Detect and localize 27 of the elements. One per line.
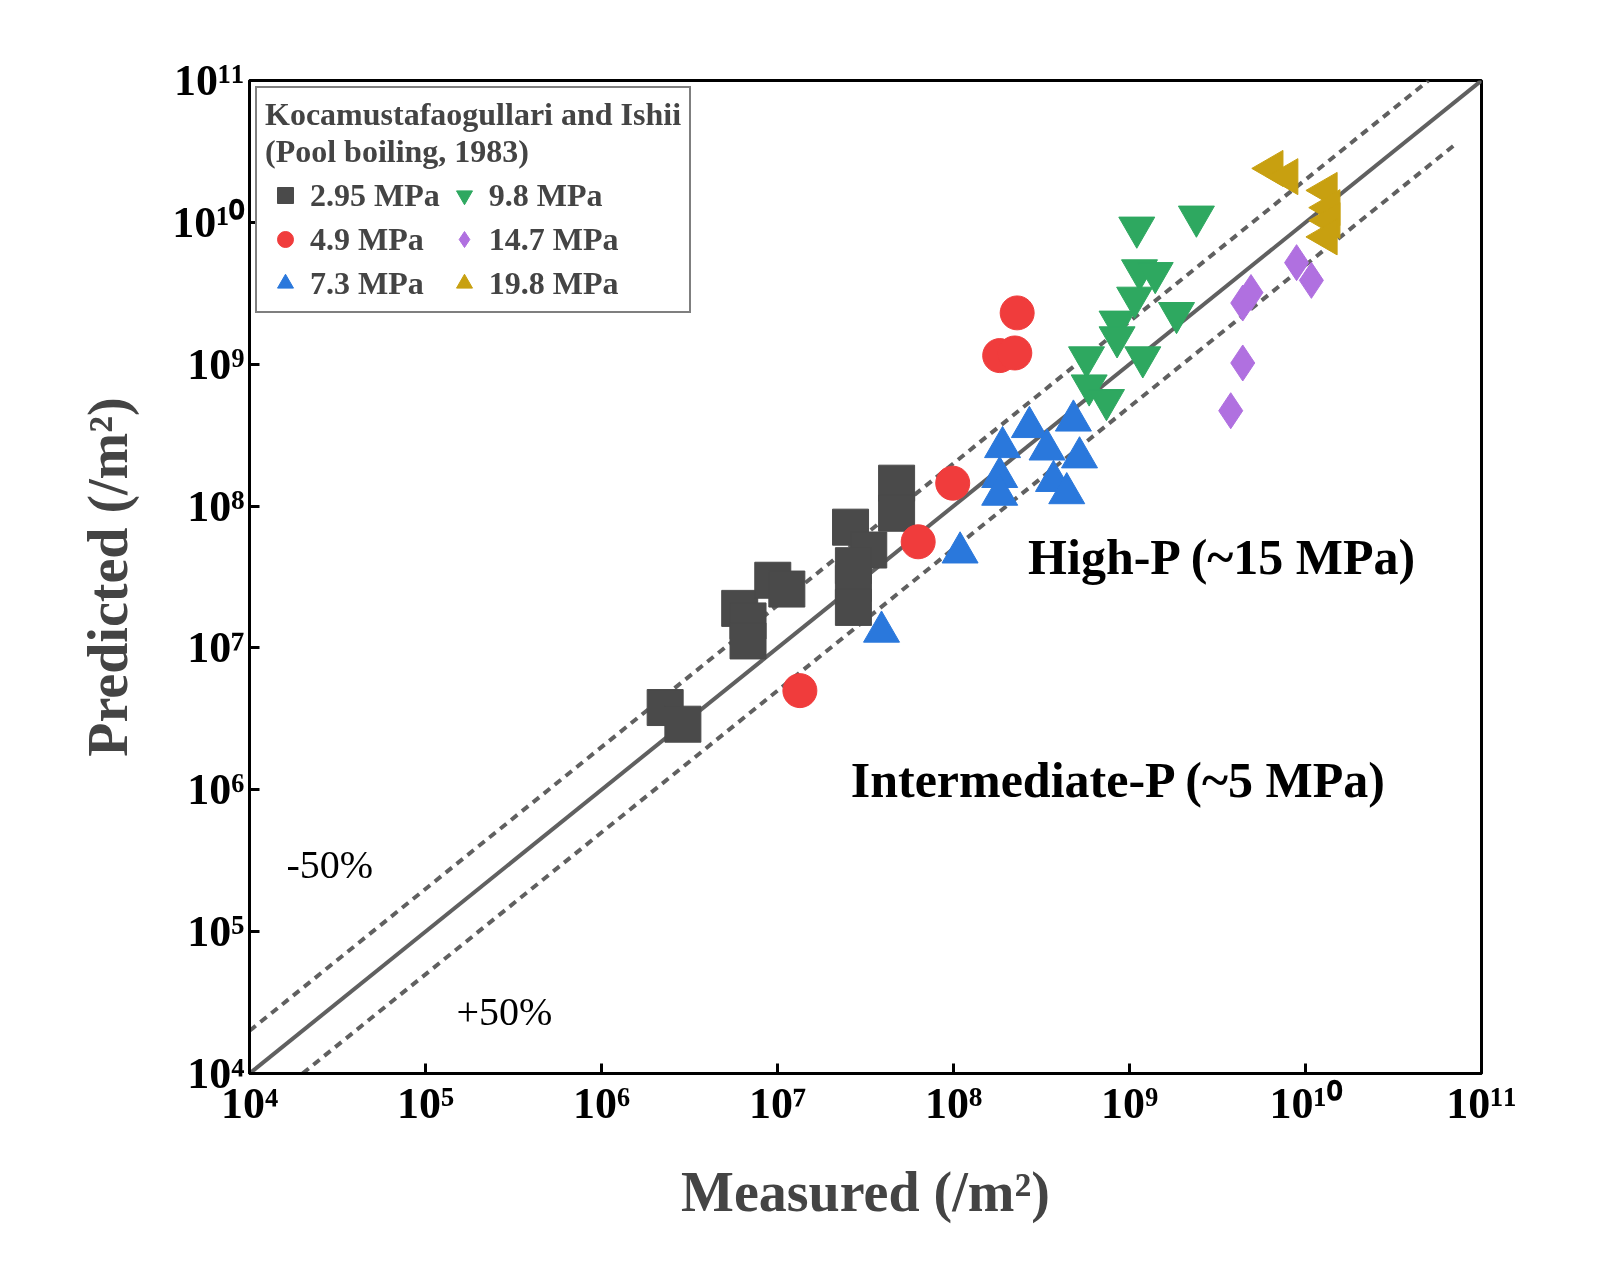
annotation: +50% bbox=[456, 989, 553, 1035]
x-tick-label: 10⁹ bbox=[1100, 1078, 1159, 1128]
x-axis-title: Measured (/m²) bbox=[681, 1160, 1050, 1224]
y-tick-label: 10⁸ bbox=[187, 481, 245, 531]
annotation: High-P (~15 MPa) bbox=[1028, 529, 1416, 586]
x-tick-label: 10¹¹ bbox=[1446, 1078, 1517, 1128]
annotation: Intermediate-P (~5 MPa) bbox=[850, 751, 1385, 808]
legend-label: 14.7 MPa bbox=[488, 219, 619, 259]
legend-label: 9.8 MPa bbox=[488, 175, 603, 215]
legend-label: 19.8 MPa bbox=[488, 263, 619, 303]
y-axis-title: Predicted (/m²) bbox=[77, 397, 141, 757]
y-tick-label: 10¹¹ bbox=[174, 56, 245, 105]
legend-label: 2.95 MPa bbox=[310, 175, 440, 215]
y-tick-label: 10¹⁰ bbox=[172, 197, 246, 247]
y-tick-label: 10⁵ bbox=[187, 907, 245, 957]
x-tick-label: 10⁶ bbox=[572, 1078, 631, 1128]
x-tick-label: 10⁷ bbox=[748, 1078, 807, 1128]
legend-label: 4.9 MPa bbox=[310, 219, 424, 259]
x-tick-label: 10¹⁰ bbox=[1269, 1078, 1343, 1128]
annotation: -50% bbox=[286, 842, 374, 888]
legend-title: Kocamustafaogullari and Ishii (Pool boiling, 1983) bbox=[265, 96, 682, 170]
x-tick-label: 10⁵ bbox=[396, 1078, 455, 1128]
x-tick-label: 10⁸ bbox=[924, 1078, 983, 1128]
y-tick-label: 10⁶ bbox=[187, 765, 245, 815]
y-tick-label: 10⁷ bbox=[187, 623, 245, 673]
legend-label: 7.3 MPa bbox=[310, 263, 424, 303]
y-tick-label: 10⁹ bbox=[187, 339, 245, 389]
